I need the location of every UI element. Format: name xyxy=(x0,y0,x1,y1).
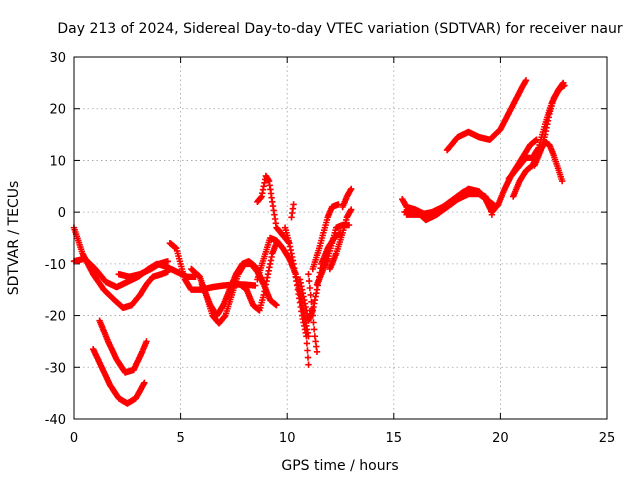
x-axis-label: GPS time / hours xyxy=(281,458,398,474)
series-sat-z xyxy=(531,82,568,169)
series-sat-n xyxy=(305,271,321,355)
series-sat-w xyxy=(443,77,530,154)
series-sat-s xyxy=(288,201,297,221)
y-tick-label: -40 xyxy=(45,413,66,428)
series-sat-k xyxy=(254,172,293,247)
series-sat-h xyxy=(198,258,265,319)
x-tick-label: 25 xyxy=(599,431,616,446)
y-tick-label: 30 xyxy=(49,51,66,66)
series-sat-d xyxy=(96,317,150,376)
x-tick-label: 20 xyxy=(492,431,509,446)
series-sat-q xyxy=(326,206,355,273)
y-tick-label: -30 xyxy=(45,361,66,376)
series-sat-i xyxy=(237,240,280,314)
y-tick-label: -20 xyxy=(45,310,66,325)
y-tick-label: 20 xyxy=(49,103,66,118)
series-sat-f xyxy=(166,240,259,293)
plot-frame xyxy=(73,56,608,420)
tick-labels: 0 5 10 15 20 25 -40 -30 -20 -10 0 10 20 30 xyxy=(45,51,616,446)
series-sat-r xyxy=(339,185,355,211)
x-tick-label: 5 xyxy=(176,431,184,446)
chart-title: Day 213 of 2024, Sidereal Day-to-day VTE… xyxy=(57,21,623,37)
series-sat-e xyxy=(90,346,148,407)
y-tick-label: 10 xyxy=(49,154,66,169)
series-sat-v xyxy=(403,188,496,218)
x-tick-label: 15 xyxy=(386,431,403,446)
series-sat-l xyxy=(281,224,312,368)
series-sat-p xyxy=(309,201,342,273)
y-tick-label: 0 xyxy=(58,206,66,221)
data-series xyxy=(70,77,568,407)
x-tick-label: 0 xyxy=(70,431,78,446)
y-tick-label: -10 xyxy=(45,258,66,273)
series-sat-c xyxy=(115,258,171,280)
x-tick-label: 10 xyxy=(279,431,296,446)
y-axis-label: SDTVAR / TECUs xyxy=(6,181,22,296)
